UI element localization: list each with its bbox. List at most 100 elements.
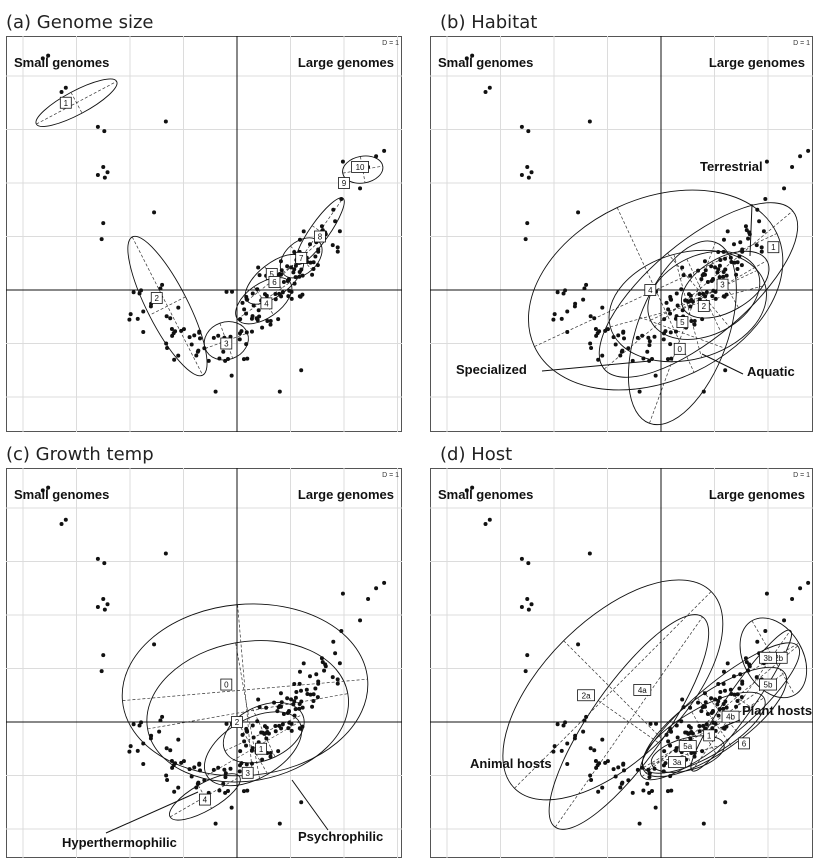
data-point — [164, 773, 169, 778]
data-point — [525, 164, 530, 169]
data-point — [593, 327, 598, 332]
data-point — [297, 706, 302, 711]
data-point — [588, 314, 593, 319]
data-point — [202, 778, 207, 783]
group-label: 2b — [774, 654, 783, 663]
data-point — [653, 373, 658, 378]
data-point — [172, 357, 177, 362]
data-point — [222, 767, 227, 772]
panel-c-plot: D = 1 Small genomes Large genomes 0 1 2 3 4 Hype… — [6, 468, 402, 858]
data-point — [244, 296, 249, 301]
data-point — [806, 148, 811, 153]
data-point — [63, 517, 68, 522]
data-point — [725, 229, 730, 234]
data-point — [168, 316, 173, 321]
data-point — [635, 335, 640, 340]
data-point — [735, 692, 740, 697]
data-point — [286, 277, 291, 282]
group-label-box — [59, 96, 72, 109]
data-point — [572, 304, 577, 309]
data-point — [366, 596, 371, 601]
data-point — [299, 800, 304, 805]
data-point — [135, 316, 140, 321]
data-point — [622, 336, 627, 341]
data-point — [611, 335, 616, 340]
annotation-label: Plant hosts — [742, 703, 812, 718]
data-point — [744, 660, 749, 665]
corner-label-large-genomes: Large genomes — [298, 55, 394, 70]
data-point — [172, 789, 177, 794]
data-point — [316, 679, 321, 684]
data-point — [526, 175, 531, 180]
data-point — [301, 661, 306, 666]
data-point — [289, 697, 294, 702]
data-point — [213, 821, 218, 826]
group-label-box — [697, 300, 710, 312]
data-point — [724, 705, 729, 710]
group-label: 4 — [203, 796, 208, 805]
data-point — [358, 186, 363, 191]
data-point — [622, 768, 627, 773]
data-point — [735, 260, 740, 265]
data-point — [179, 760, 184, 765]
group-label: 9 — [342, 179, 347, 188]
data-point — [292, 250, 297, 255]
data-point — [650, 789, 655, 794]
data-point — [137, 291, 142, 296]
data-point — [735, 267, 740, 272]
data-point — [333, 651, 338, 656]
data-point — [260, 730, 265, 735]
data-point — [216, 333, 221, 338]
data-point — [229, 805, 234, 810]
data-point — [611, 767, 616, 772]
data-point — [300, 724, 305, 729]
data-point — [526, 129, 531, 134]
data-point — [196, 780, 201, 785]
group-label: 1 — [259, 745, 264, 754]
data-point — [702, 691, 707, 696]
data-point — [40, 56, 45, 61]
data-point — [173, 761, 178, 766]
data-point — [552, 744, 557, 749]
data-point — [746, 236, 751, 241]
data-point — [739, 263, 744, 268]
data-point — [141, 330, 146, 335]
data-point — [759, 245, 764, 250]
annotation-label: Terrestrial — [700, 159, 763, 174]
data-point — [240, 732, 245, 737]
data-point — [223, 775, 228, 780]
data-point — [652, 334, 657, 339]
data-point — [297, 669, 302, 674]
data-point — [95, 556, 100, 561]
grid-scale-label: D = 1 — [793, 472, 810, 479]
data-point — [689, 730, 694, 735]
group-label-box — [716, 278, 729, 291]
data-point — [128, 744, 133, 749]
data-point — [721, 274, 726, 279]
data-point — [382, 148, 387, 153]
group-label-box — [676, 316, 689, 329]
data-point — [322, 668, 327, 673]
group-ellipse — [548, 614, 710, 830]
data-point — [588, 746, 593, 751]
panel-d-plot: D = 1 Small genomes Large genomes 1 2a 2b 3a 3b… — [430, 468, 813, 858]
data-point — [333, 219, 338, 224]
data-point — [176, 785, 181, 790]
data-point — [732, 260, 737, 265]
data-point — [525, 596, 530, 601]
data-point — [300, 292, 305, 297]
data-point — [679, 287, 684, 292]
data-point — [315, 695, 320, 700]
data-point — [131, 290, 136, 295]
data-point — [487, 85, 492, 90]
data-point — [280, 290, 285, 295]
data-point — [293, 695, 298, 700]
data-point — [277, 389, 282, 394]
data-point — [289, 289, 294, 294]
data-point — [710, 709, 715, 714]
data-point — [262, 292, 267, 297]
data-point — [603, 760, 608, 765]
data-point — [526, 561, 531, 566]
data-point — [169, 759, 174, 764]
data-point — [102, 607, 107, 612]
